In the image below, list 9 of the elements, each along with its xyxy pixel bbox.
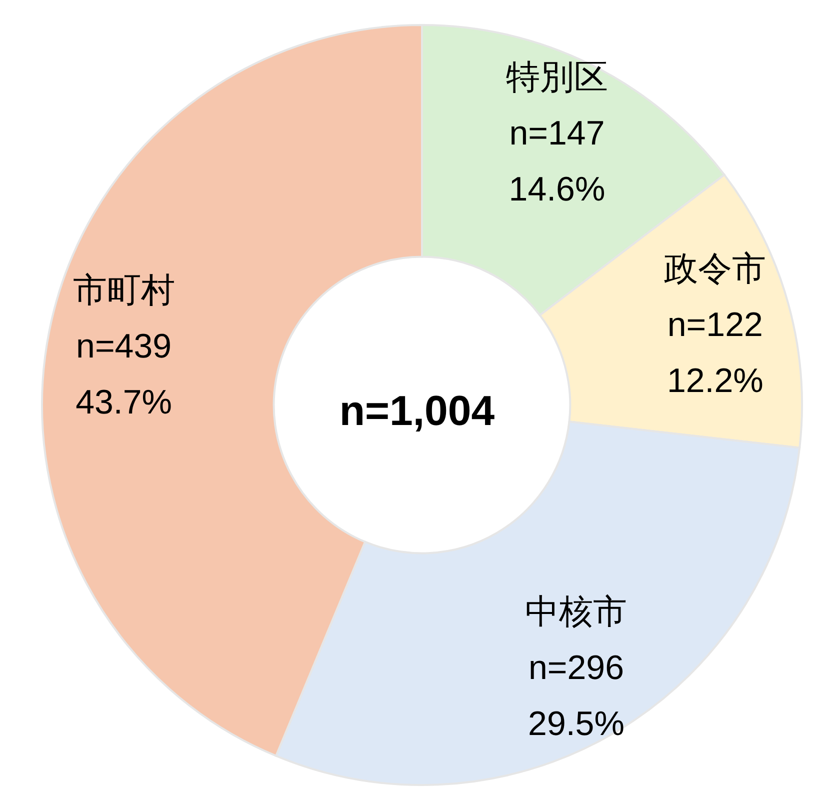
- slice-label: 特別区: [506, 58, 608, 97]
- text: n=1,004: [339, 387, 496, 434]
- data-label: n=296 29.5%: [528, 649, 624, 744]
- slice-label: 市町村: [72, 271, 175, 310]
- data-label: n=122 12.2%: [666, 306, 764, 400]
- slice-label: 政令市: [664, 250, 766, 288]
- slice-label: 中核市: [525, 593, 628, 632]
- data-label: n=439 43.7%: [76, 327, 172, 422]
- data-label: n=147 14.6%: [508, 114, 606, 209]
